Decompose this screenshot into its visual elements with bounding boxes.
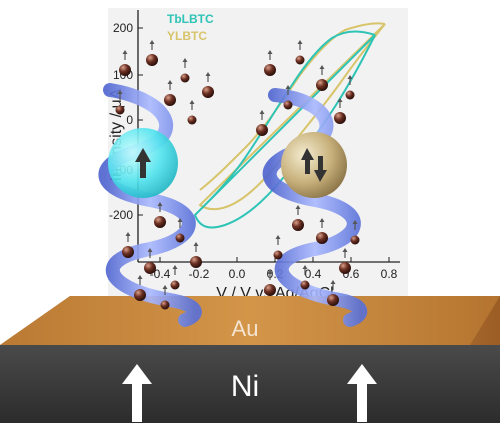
au-label: Au <box>232 316 259 341</box>
x-tick-label: 0.0 <box>229 267 246 281</box>
electron <box>327 280 339 306</box>
spin-up-arrow-icon <box>135 148 151 178</box>
legend: TbLBTC YLBTC <box>167 12 214 43</box>
electron <box>180 58 190 83</box>
electron <box>144 248 156 274</box>
electron <box>292 205 304 231</box>
spin-arrow-icon <box>337 98 343 108</box>
cyan-sphere <box>108 128 178 198</box>
spin-arrow-icon <box>137 275 143 285</box>
electron <box>350 220 360 245</box>
x-tick-label: 0.4 <box>305 267 322 281</box>
electron <box>190 242 202 268</box>
spin-arrow-icon <box>297 40 303 50</box>
legend-ylbtc: YLBTC <box>167 29 207 43</box>
electrons <box>115 40 360 310</box>
spin-arrow-icon <box>275 235 281 245</box>
electron <box>264 50 276 76</box>
spin-arrow-icon <box>205 72 211 82</box>
spin-arrow-icon <box>342 248 348 258</box>
y-tick-label: 200 <box>113 21 133 35</box>
magnetization-arrow-icon <box>122 364 152 422</box>
electron <box>170 265 180 290</box>
ni-label: Ni <box>231 370 259 403</box>
spin-arrow-icon <box>117 90 123 100</box>
spin-arrow-icon <box>189 100 195 110</box>
spin-arrow-icon <box>267 50 273 60</box>
x-tick-label: 0.8 <box>381 267 398 281</box>
electron <box>187 100 197 125</box>
legend-tblbtc: TbLBTC <box>167 12 214 26</box>
ni-layer <box>0 345 500 423</box>
electron <box>283 85 293 110</box>
electron <box>160 285 170 310</box>
spin-arrow-icon <box>172 265 178 275</box>
electron <box>256 110 268 136</box>
spin-arrow-icon <box>177 218 183 228</box>
spin-arrow-icon <box>330 280 336 290</box>
spin-arrow-icon <box>319 218 325 228</box>
magnetization-arrow-icon <box>347 364 377 422</box>
spin-arrow-icon <box>295 205 301 215</box>
spin-arrow-icon <box>162 285 168 295</box>
gold-sphere <box>281 132 347 198</box>
spin-arrow-icon <box>193 242 199 252</box>
spin-arrow-icon <box>182 58 188 68</box>
electron <box>316 65 328 91</box>
spin-arrow-icon <box>147 248 153 258</box>
substrate: Au Ni <box>0 296 500 423</box>
spin-arrow-icon <box>157 202 163 212</box>
electron <box>334 98 346 124</box>
y-tick-label: 0 <box>126 113 133 127</box>
spin-arrow-icon <box>302 265 308 275</box>
spin-arrow-icon <box>352 220 358 230</box>
electron <box>345 75 355 100</box>
electron <box>164 80 176 106</box>
electron <box>300 265 310 290</box>
y-tick-label: -200 <box>109 208 133 222</box>
electron <box>316 218 328 244</box>
spin-arrow-icon <box>259 110 265 120</box>
electron <box>295 40 305 65</box>
electron <box>119 50 131 76</box>
electron <box>264 270 276 296</box>
spin-arrow-icon <box>167 80 173 90</box>
spin-up-down-arrows-icon <box>301 148 327 182</box>
electron <box>122 232 134 258</box>
x-tick-label: -0.2 <box>189 267 210 281</box>
electron <box>175 218 185 243</box>
electron <box>134 275 146 301</box>
spin-arrow-icon <box>122 50 128 60</box>
electron <box>273 235 283 260</box>
spin-arrow-icon <box>267 270 273 280</box>
electron <box>146 40 158 66</box>
au-layer-top <box>0 296 500 345</box>
electron <box>202 72 214 98</box>
spin-arrow-icon <box>347 75 353 85</box>
spin-arrow-icon <box>319 65 325 75</box>
spin-arrow-icon <box>125 232 131 242</box>
spin-arrow-icon <box>285 85 291 95</box>
spin-arrow-icon <box>149 40 155 50</box>
electron <box>154 202 166 228</box>
electron <box>115 90 125 115</box>
electron <box>339 248 351 274</box>
